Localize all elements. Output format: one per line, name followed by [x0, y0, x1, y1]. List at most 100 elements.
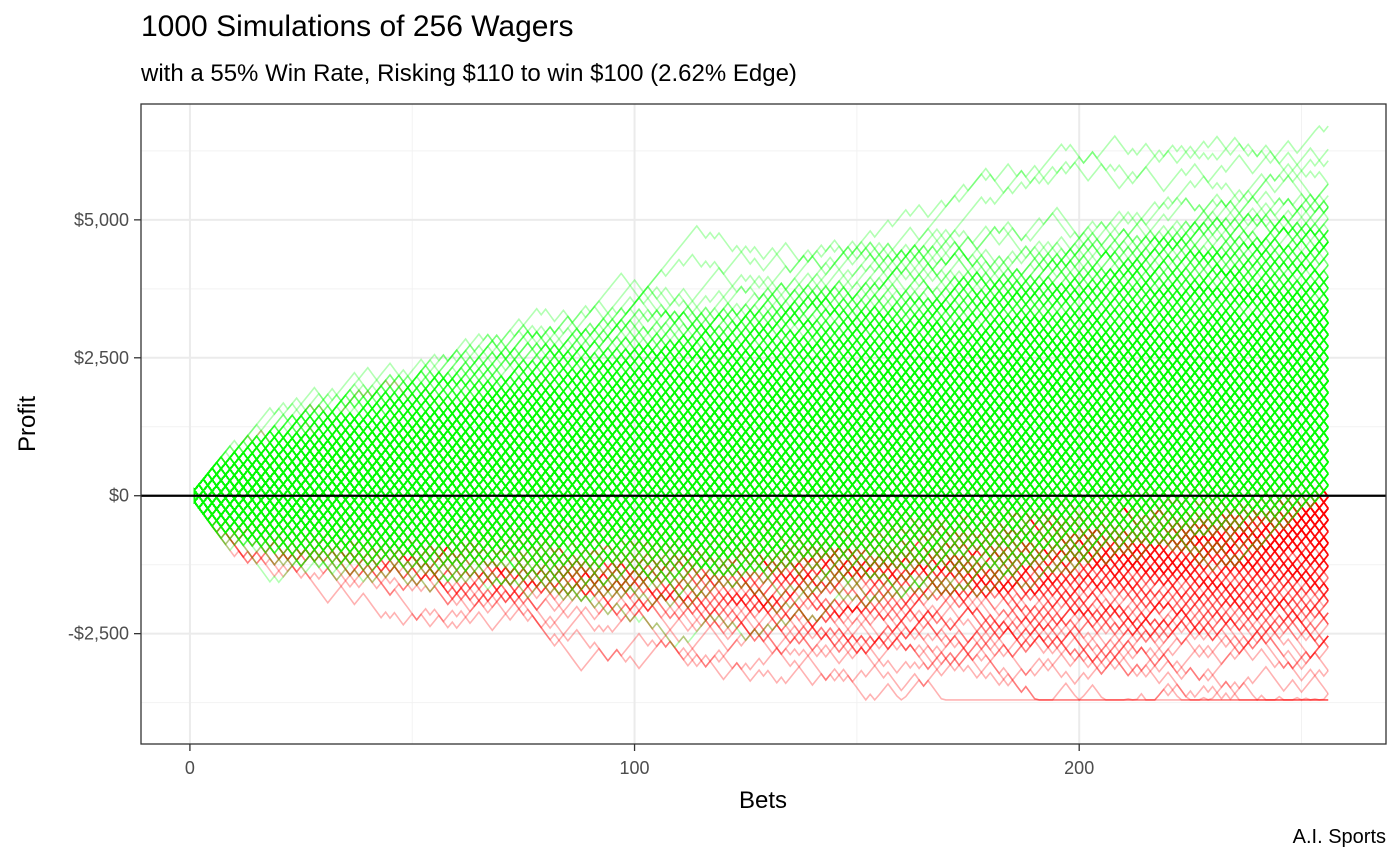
simulation-line-loss: [193, 483, 1329, 610]
simulation-line-loss: [193, 483, 1329, 621]
simulation-line-loss: [193, 444, 1329, 623]
simulation-line-profit: [193, 339, 1329, 505]
simulation-line-loss: [193, 421, 1329, 564]
simulation-line-loss: [193, 448, 1329, 633]
simulation-line-loss: [193, 450, 1329, 524]
simulation-line-profit: [193, 291, 1329, 496]
simulation-line-loss: [193, 444, 1329, 546]
simulation-line-loss: [193, 495, 1329, 587]
simulation-line-loss: [193, 430, 1329, 582]
simulation-line-loss: [193, 468, 1329, 643]
simulation-line-loss: [193, 484, 1329, 546]
simulation-line-loss: [193, 411, 1329, 544]
simulation-line-loss: [193, 495, 1329, 668]
simulation-line-loss: [193, 424, 1329, 552]
simulation-line-loss: [193, 397, 1329, 535]
simulation-line-loss: [193, 487, 1329, 605]
simulation-line-loss: [193, 433, 1329, 551]
simulation-line-loss: [193, 472, 1329, 564]
simulation-line-profit: [193, 350, 1329, 534]
simulation-line-loss: [193, 484, 1329, 588]
simulation-line-loss: [193, 472, 1329, 631]
simulation-line-profit: [193, 367, 1329, 512]
simulation-line-loss: [193, 491, 1329, 701]
simulation-line-profit: [193, 409, 1329, 544]
simulation-line-loss: [193, 432, 1329, 560]
simulation-line-profit: [193, 328, 1329, 500]
chart-caption: A.I. Sports: [1292, 826, 1386, 848]
simulation-line-loss: [193, 443, 1329, 572]
simulation-line-profit: [193, 394, 1329, 516]
simulation-line-loss: [193, 384, 1329, 552]
simulation-line-loss: [193, 445, 1329, 554]
simulation-line-loss: [193, 429, 1329, 549]
simulation-line-loss: [193, 494, 1329, 608]
simulation-line-loss: [193, 442, 1329, 559]
simulation-line-loss: [193, 472, 1329, 575]
simulation-line-loss: [193, 440, 1329, 590]
simulation-line-loss: [193, 423, 1329, 575]
simulation-line-profit: [193, 378, 1329, 516]
simulation-line-loss: [193, 451, 1329, 556]
simulation-line-loss: [193, 456, 1329, 560]
simulation-line-loss: [193, 473, 1329, 597]
simulation-line-loss: [193, 464, 1329, 586]
simulation-line-profit: [193, 396, 1329, 496]
simulation-line-profit: [193, 406, 1329, 519]
simulation-line-loss: [193, 468, 1329, 571]
simulation-line-loss: [193, 487, 1329, 644]
simulation-line-loss: [193, 482, 1329, 605]
simulation-line-loss: [193, 487, 1329, 624]
simulation-line-loss: [193, 456, 1329, 539]
simulation-line-loss: [193, 379, 1329, 531]
simulation-line-loss: [193, 434, 1329, 613]
simulation-line-loss: [193, 476, 1329, 613]
simulation-line-loss: [193, 458, 1329, 575]
simulation-line-loss: [193, 470, 1329, 572]
simulation-line-loss: [193, 477, 1329, 664]
simulation-line-profit: [193, 342, 1329, 515]
simulation-line-profit: [193, 287, 1329, 530]
simulation-line-profit: [193, 332, 1329, 518]
simulation-line-loss: [193, 424, 1329, 557]
simulation-line-loss: [193, 457, 1329, 565]
simulation-line-profit: [193, 335, 1329, 533]
simulation-line-loss: [193, 429, 1329, 603]
simulation-line-loss: [193, 438, 1329, 530]
simulation-line-profit: [193, 407, 1329, 499]
simulation-line-loss: [193, 423, 1329, 562]
simulation-line-profit: [193, 384, 1329, 536]
simulation-line-loss: [193, 450, 1329, 582]
simulation-line-profit: [193, 398, 1329, 523]
simulation-line-loss: [193, 476, 1329, 575]
simulation-line-loss: [193, 456, 1329, 581]
simulation-line-loss: [193, 468, 1329, 678]
simulation-line-loss: [193, 456, 1329, 562]
simulation-line-loss: [193, 439, 1329, 568]
simulation-line-loss: [193, 391, 1329, 509]
simulation-line-loss: [193, 466, 1329, 646]
simulation-line-loss: [193, 495, 1329, 638]
simulation-lines: [193, 124, 1329, 702]
simulation-line-profit: [193, 369, 1329, 541]
simulation-line-loss: [193, 464, 1329, 573]
simulation-line-loss: [193, 451, 1329, 602]
y-tick-label: $0: [109, 486, 129, 506]
simulation-line-profit: [193, 241, 1329, 536]
simulation-line-loss: [193, 495, 1329, 701]
simulation-line-loss: [193, 457, 1329, 588]
simulation-line-loss: [193, 484, 1329, 624]
simulation-line-profit: [193, 407, 1329, 532]
simulation-line-loss: [193, 487, 1329, 583]
simulation-line-profit: [193, 425, 1329, 557]
simulation-line-profit: [193, 212, 1329, 510]
simulation-line-profit: [193, 396, 1329, 561]
simulation-line-loss: [193, 457, 1329, 554]
simulation-line-loss: [193, 470, 1329, 597]
simulation-line-loss: [193, 495, 1329, 616]
simulation-line-profit: [193, 461, 1329, 565]
simulation-line-profit: [193, 398, 1329, 505]
simulation-line-loss: [193, 477, 1329, 591]
simulation-line-loss: [193, 412, 1329, 600]
simulation-line-loss: [193, 430, 1329, 599]
